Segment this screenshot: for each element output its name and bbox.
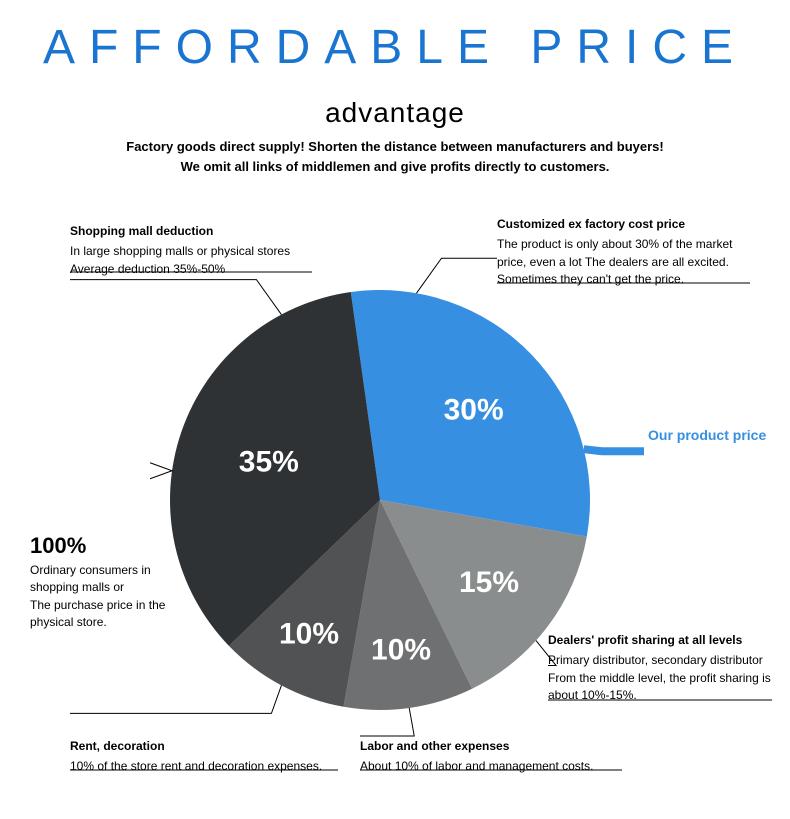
annotation-rent: Rent, decoration 10% of the store rent a… [70,738,350,776]
pie-slice-label-rent: 10% [279,618,339,651]
annotation-labor-title: Labor and other expenses [360,738,630,755]
pie-slice-label-mall: 35% [239,446,299,479]
annotation-total-body: Ordinary consumers in shopping malls orT… [30,562,180,632]
annotation-our-price-title: Customized ex factory cost price [497,216,752,233]
annotation-total: 100% Ordinary consumers in shopping mall… [30,530,180,631]
annotation-mall-title: Shopping mall deduction [70,223,320,240]
annotation-dealers-body: Primary distributor, secondary distribut… [548,652,778,704]
annotation-our-price-body: The product is only about 30% of the mar… [497,236,752,288]
annotation-labor-body: About 10% of labor and management costs. [360,758,630,775]
annotation-dealers: Dealers' profit sharing at all levels Pr… [548,632,778,705]
annotation-rent-body: 10% of the store rent and decoration exp… [70,758,350,775]
annotation-labor: Labor and other expenses About 10% of la… [360,738,630,776]
annotation-dealers-title: Dealers' profit sharing at all levels [548,632,778,649]
pie-chart-container: 30% 15% 10% 10% 35% Customized ex factory co… [0,0,790,819]
leader-line [70,685,281,713]
leader-line [70,280,281,315]
annotation-mall: Shopping mall deduction In large shoppin… [70,223,320,278]
leader-line [360,708,414,736]
leader-line [416,258,497,293]
annotation-mall-body: In large shopping malls or physical stor… [70,243,320,278]
annotation-total-big: 100% [30,530,180,562]
callout-our-price-text: Our product price [648,427,766,443]
callout-our-price: Our product price [648,427,766,443]
callout-line [584,449,644,451]
pie-slice-label-our_price: 30% [444,394,504,427]
pie-slice-label-labor: 10% [371,634,431,667]
pie-slice-label-dealers: 15% [459,566,519,599]
annotation-rent-title: Rent, decoration [70,738,350,755]
annotation-our-price: Customized ex factory cost price The pro… [497,216,752,289]
